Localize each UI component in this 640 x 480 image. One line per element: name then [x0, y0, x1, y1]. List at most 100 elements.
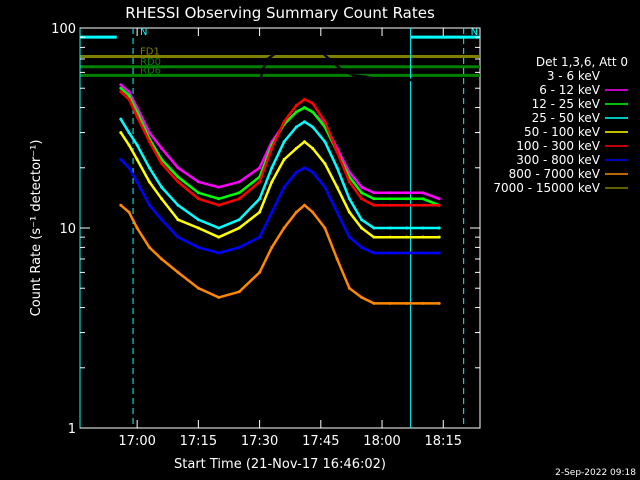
- series-point: [437, 226, 441, 230]
- series-point: [119, 158, 123, 162]
- series-point: [196, 245, 200, 249]
- series-point: [258, 137, 262, 141]
- series-point: [119, 203, 123, 207]
- series-point: [360, 218, 364, 222]
- series-point: [372, 235, 376, 239]
- series-point: [421, 203, 425, 207]
- series-point: [380, 78, 384, 82]
- series-point: [127, 166, 131, 170]
- series-point: [315, 45, 319, 49]
- series-point: [421, 191, 425, 195]
- x-axis-label: Start Time (21-Nov-17 16:46:02): [174, 457, 386, 472]
- series-point: [372, 301, 376, 305]
- x-tick-label: 17:00: [118, 434, 155, 449]
- series-point: [347, 210, 351, 214]
- series-point: [335, 150, 339, 154]
- series-point: [147, 245, 151, 249]
- series-point: [147, 131, 151, 135]
- series-point: [258, 166, 262, 170]
- series-point: [311, 210, 315, 214]
- series-point: [323, 140, 327, 144]
- series-point: [160, 218, 164, 222]
- series-line: [119, 118, 440, 230]
- series-point: [388, 301, 392, 305]
- series-point: [160, 162, 164, 166]
- series-point: [302, 140, 306, 144]
- mode-bar-label: RD6: [140, 65, 161, 76]
- series-point: [372, 226, 376, 230]
- series-point: [266, 57, 270, 61]
- series-point: [335, 166, 339, 170]
- legend-label: 50 - 100 keV: [524, 125, 601, 139]
- series-point: [176, 235, 180, 239]
- series-point: [302, 203, 306, 207]
- series-point: [421, 235, 425, 239]
- series-layer: [119, 43, 441, 305]
- series-line: [119, 87, 440, 207]
- series-point: [294, 110, 298, 114]
- series-point: [339, 68, 343, 72]
- timestamp: 2-Sep-2022 09:18: [555, 468, 636, 478]
- series-point: [323, 162, 327, 166]
- series-point: [237, 290, 241, 294]
- series-point: [294, 210, 298, 214]
- series-point: [237, 245, 241, 249]
- series-point: [302, 97, 306, 101]
- series-point: [160, 257, 164, 261]
- series-point: [347, 235, 351, 239]
- series-line: [119, 90, 440, 207]
- legend-label: 25 - 50 keV: [532, 111, 601, 125]
- mode-bar-label: N: [140, 27, 147, 38]
- series-point: [347, 180, 351, 184]
- series-point: [311, 125, 315, 129]
- series-point: [196, 191, 200, 195]
- series-point: [176, 270, 180, 274]
- series-point: [388, 203, 392, 207]
- series-point: [127, 90, 131, 94]
- series-point: [347, 286, 351, 290]
- series-point: [160, 197, 164, 201]
- series-point: [388, 226, 392, 230]
- series-point: [217, 203, 221, 207]
- series-point: [323, 226, 327, 230]
- series-point: [270, 166, 274, 170]
- series-point: [217, 226, 221, 230]
- series-point: [335, 210, 339, 214]
- series-point: [258, 180, 262, 184]
- series-point: [351, 73, 355, 77]
- x-tick-label: 17:30: [241, 434, 278, 449]
- series-point: [119, 131, 123, 135]
- series-point: [196, 140, 200, 144]
- series-point: [258, 197, 262, 201]
- mode-bar-label: FD1: [140, 47, 160, 58]
- legend-label: 800 - 7000 keV: [509, 167, 601, 181]
- y-axis-label: Count Rate (s⁻¹ detector⁻¹): [29, 140, 44, 317]
- series-point: [160, 146, 164, 150]
- series-point: [196, 226, 200, 230]
- series-point: [217, 251, 221, 255]
- series-point: [302, 166, 306, 170]
- series-point: [127, 131, 131, 135]
- series-point: [388, 235, 392, 239]
- series-point: [372, 203, 376, 207]
- series-point: [360, 245, 364, 249]
- series-point: [327, 57, 331, 61]
- legend-label: 6 - 12 keV: [539, 83, 601, 97]
- series-point: [437, 235, 441, 239]
- series-point: [119, 90, 123, 94]
- series-point: [388, 197, 392, 201]
- series-point: [135, 158, 139, 162]
- series-point: [147, 203, 151, 207]
- series-point: [160, 131, 164, 135]
- series-line: [119, 83, 440, 200]
- series-line: [120, 43, 440, 143]
- legend-header: Det 1,3,6, Att 0: [536, 55, 628, 69]
- series-point: [421, 251, 425, 255]
- series-point: [270, 180, 274, 184]
- series-point: [237, 191, 241, 195]
- series-point: [217, 185, 221, 189]
- series-point: [119, 86, 123, 90]
- series-point: [405, 203, 409, 207]
- series-point: [282, 120, 286, 124]
- series-point: [147, 166, 151, 170]
